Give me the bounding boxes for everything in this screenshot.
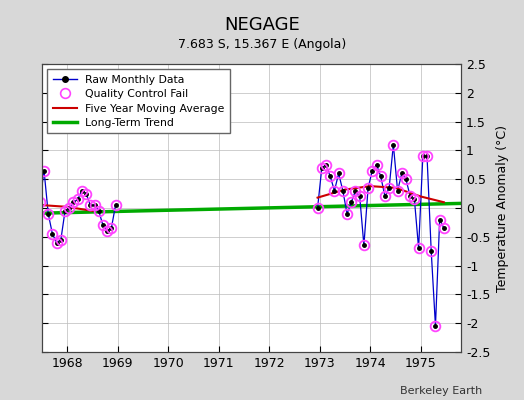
Y-axis label: Temperature Anomaly (°C): Temperature Anomaly (°C) (496, 124, 509, 292)
Text: 7.683 S, 15.367 E (Angola): 7.683 S, 15.367 E (Angola) (178, 38, 346, 51)
Text: Berkeley Earth: Berkeley Earth (400, 386, 482, 396)
Legend: Raw Monthly Data, Quality Control Fail, Five Year Moving Average, Long-Term Tren: Raw Monthly Data, Quality Control Fail, … (47, 70, 230, 133)
Text: NEGAGE: NEGAGE (224, 16, 300, 34)
